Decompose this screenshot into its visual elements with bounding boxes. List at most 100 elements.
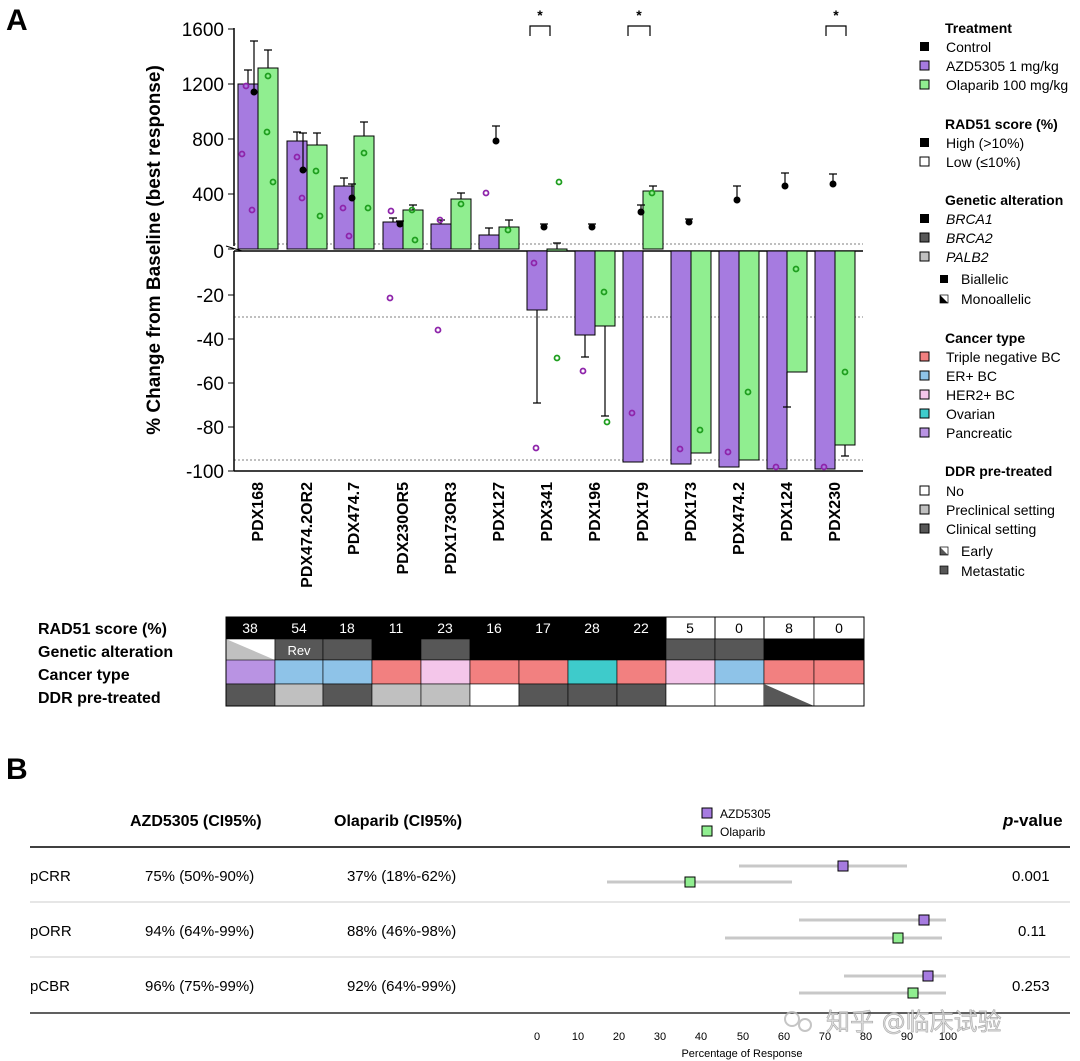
rad51-value: 0	[835, 620, 843, 636]
y-tick-label: 1200	[182, 75, 224, 96]
point-olaparib-pcbr	[907, 987, 919, 999]
cancer-cell	[469, 659, 520, 685]
bar-azd5305-pdx124	[766, 250, 788, 470]
scatter-point	[264, 72, 272, 80]
point-azd5305-porr	[918, 914, 930, 926]
legend-swatch-azd5305	[919, 60, 930, 71]
control-point-pdx230or5	[396, 220, 404, 228]
rad51-value: 28	[584, 620, 600, 636]
legend-swatch-control	[920, 42, 929, 51]
legend-item: No	[946, 483, 964, 499]
y-tick-label: 0	[213, 242, 224, 263]
category-label: PDX179	[635, 482, 652, 542]
y-tick-label: -40	[197, 330, 224, 351]
azd-value: 96% (75%-99%)	[145, 978, 254, 995]
point-azd5305-pcrr	[837, 860, 849, 872]
rad51-cell	[372, 617, 421, 639]
legend-swatch-tnbc	[919, 351, 930, 362]
genetic-rev-label: Rev	[287, 643, 311, 658]
bar-olaparib-pdx127	[498, 226, 520, 250]
olaparib-scatter-points	[263, 72, 849, 434]
scatter-point	[676, 445, 684, 453]
rad51-value: 17	[535, 620, 551, 636]
cancer-cell	[225, 659, 276, 685]
scatter-point	[436, 216, 444, 224]
legend-swatch-ovarian	[919, 408, 930, 419]
scatter-point	[457, 200, 465, 208]
ddr-cell	[714, 683, 765, 707]
scatter-point	[345, 232, 353, 240]
metric-label: pCRR	[30, 868, 71, 885]
legend-swatch-her2	[919, 389, 930, 400]
ddr-cell	[371, 683, 422, 707]
bar-olaparib-pdx474-2	[738, 250, 760, 461]
scatter-point	[312, 167, 320, 175]
cancer-cell	[567, 659, 618, 685]
azd-value: 75% (50%-90%)	[145, 868, 254, 885]
bar-azd5305-pdx230	[814, 250, 836, 470]
control-points	[250, 88, 837, 231]
rad51-value: 38	[242, 620, 258, 636]
y-tick-label: 1600	[182, 20, 224, 41]
scatter-point	[482, 189, 490, 197]
x-tick-label: 20	[613, 1031, 625, 1043]
ddr-cell	[813, 683, 865, 707]
legend-item: High (>10%)	[946, 135, 1024, 151]
legend-item: HER2+ BC	[946, 387, 1015, 403]
ddr-cell	[567, 683, 618, 707]
cancer-cell	[371, 659, 422, 685]
genetic-cell	[763, 638, 815, 661]
rad51-value: 54	[291, 620, 307, 636]
rad51-cell	[226, 617, 275, 639]
scatter-point	[248, 206, 256, 214]
y-tick-label: 400	[192, 185, 224, 206]
rad51-value: 5	[686, 620, 694, 636]
scatter-point	[724, 448, 732, 456]
azd5305-scatter-points	[238, 82, 828, 471]
rad51-value: 22	[633, 620, 649, 636]
category-label: PDX230	[827, 482, 844, 542]
legend: Treatment Control AZD5305 1 mg/kg Olapar…	[919, 20, 1068, 579]
significance-brackets	[529, 25, 847, 36]
cancer-cell	[420, 659, 471, 685]
header-olaparib: Olaparib (CI95%)	[334, 813, 462, 830]
ddr-cell	[518, 683, 569, 707]
watermark-text: 知乎 @临床试验	[826, 1008, 1002, 1036]
category-label: PDX127	[491, 482, 508, 542]
rad51-value: 18	[339, 620, 355, 636]
bar-olaparib-pdx196	[594, 250, 616, 327]
scatter-point	[339, 204, 347, 212]
control-point-pdx474-2or2	[299, 166, 307, 174]
category-label: PDX124	[779, 482, 796, 542]
cancer-cell	[518, 659, 569, 685]
x-tick-label: 30	[654, 1031, 666, 1043]
genetic-cell-monoallelic	[226, 639, 275, 660]
legend-item: AZD5305 1 mg/kg	[946, 58, 1059, 74]
legend-swatch-er	[919, 370, 930, 381]
bar-azd5305-pdx474-2or2	[286, 140, 308, 250]
y-axis-label: % Change from Baseline (best response)	[144, 65, 165, 435]
control-point-pdx196	[588, 223, 596, 231]
legend-item: Clinical setting	[946, 521, 1036, 537]
table-border	[225, 616, 865, 707]
legend-swatch-biallelic	[940, 275, 948, 283]
x-tick-label: 80	[860, 1031, 872, 1043]
bar-olaparib-pdx179	[642, 190, 664, 250]
legend-item-b: Olaparib	[720, 825, 766, 839]
control-point-pdx474-2	[733, 196, 741, 204]
rad51-value: 11	[389, 620, 404, 636]
bar-olaparib-pdx341	[546, 248, 568, 252]
bar-olaparib-pdx124	[786, 250, 808, 373]
significance-star: *	[833, 7, 839, 23]
legend-title-cancer: Cancer type	[945, 330, 1025, 346]
legend-swatch-brca1	[920, 214, 929, 223]
legend-item: BRCA1	[946, 211, 993, 227]
control-point-pdx173	[685, 218, 693, 226]
bar-azd5305-pdx474-2	[718, 250, 740, 468]
header-p-value: p-value	[1002, 811, 1063, 830]
scatter-point	[504, 226, 512, 234]
rad51-value: 16	[486, 620, 502, 636]
ddr-cell	[616, 683, 667, 707]
bar-olaparib-pdx230	[834, 250, 856, 446]
watermark: 知乎 @临床试验	[784, 1008, 1002, 1036]
